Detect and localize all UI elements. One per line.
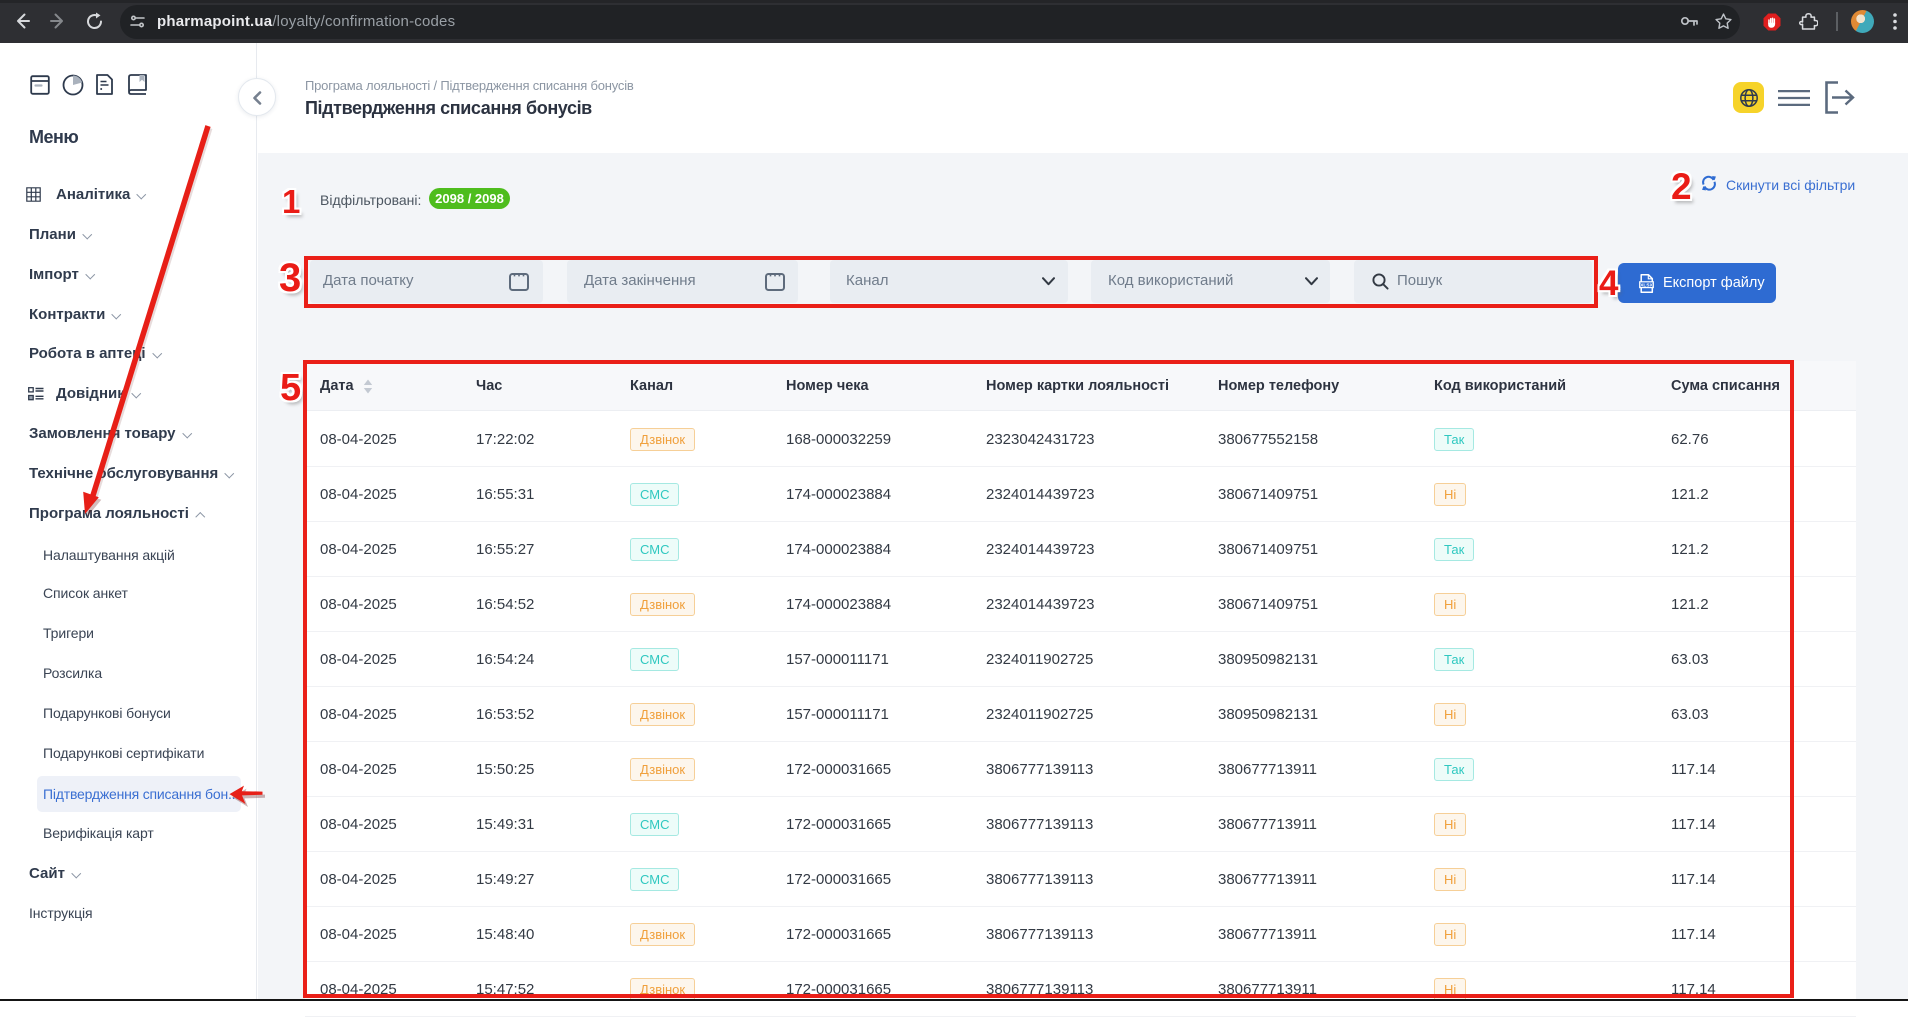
svg-text:XLSX: XLSX	[1640, 282, 1653, 288]
